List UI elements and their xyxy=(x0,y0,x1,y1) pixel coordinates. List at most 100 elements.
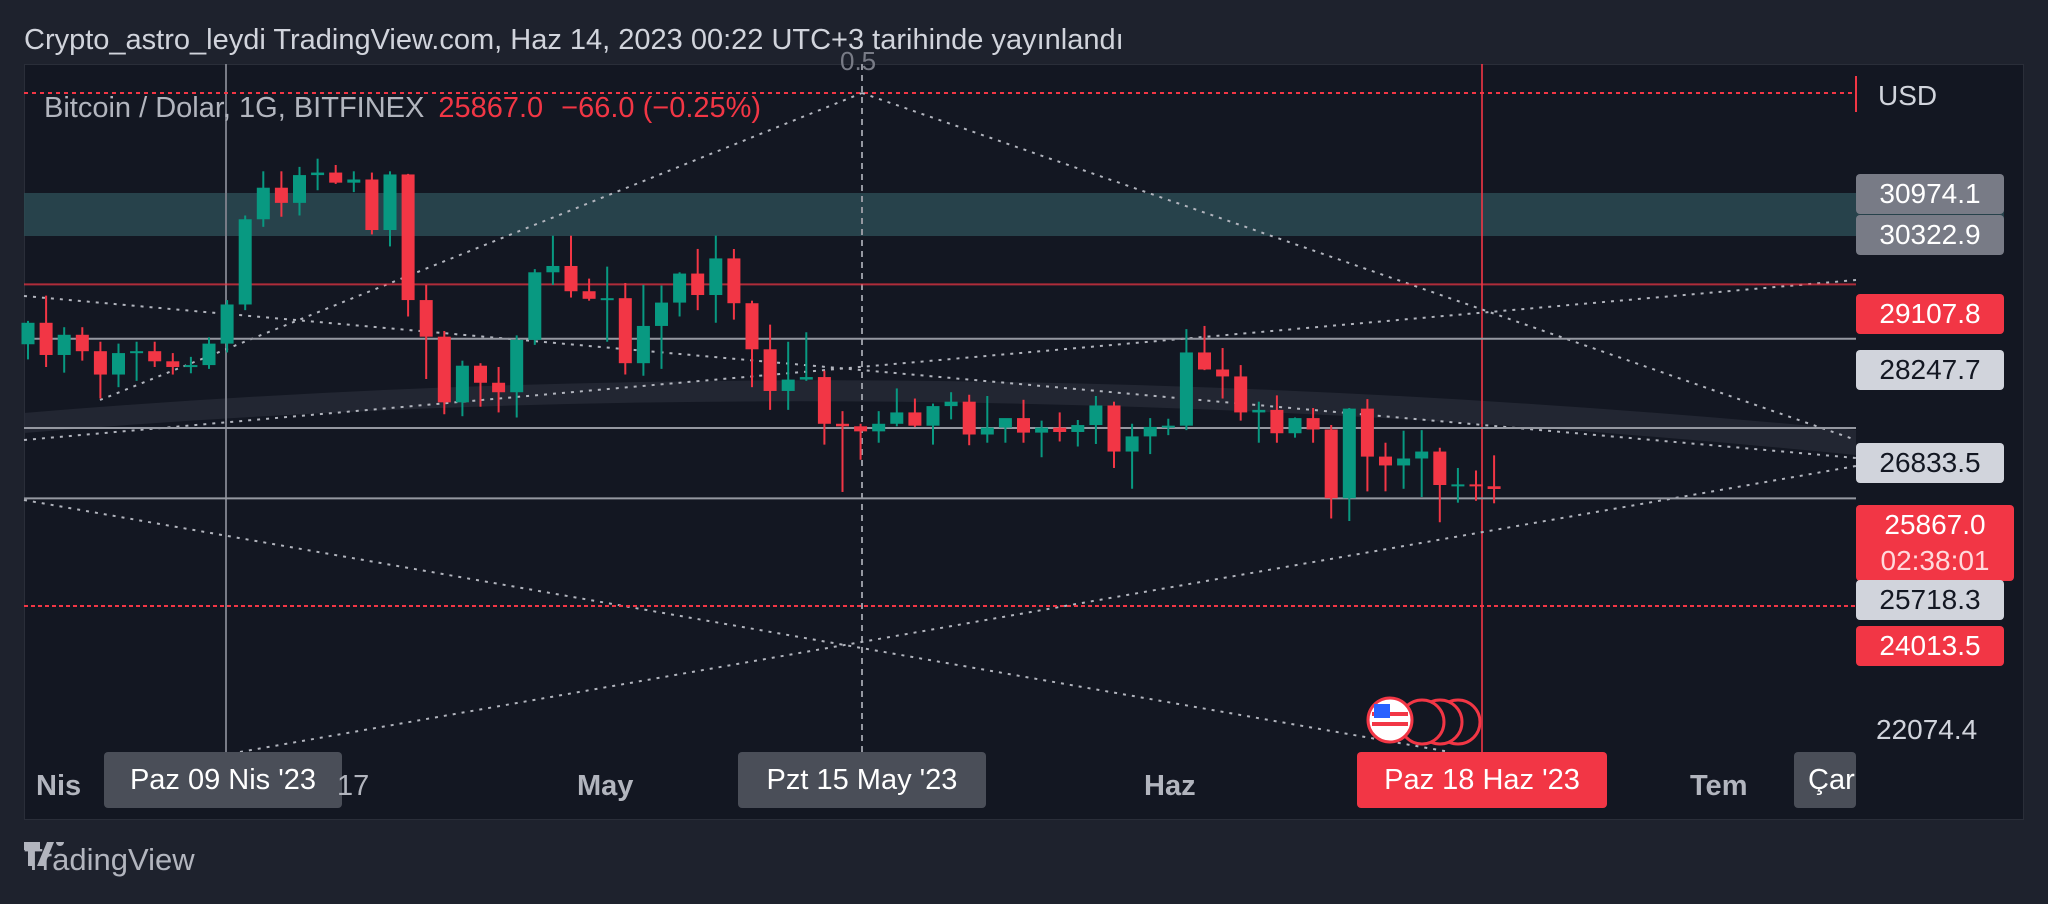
candle xyxy=(75,327,89,361)
resistance-zone xyxy=(24,193,1856,236)
candle xyxy=(763,324,777,410)
candles xyxy=(21,158,1501,523)
tradingview-logo[interactable]: TradingView xyxy=(24,842,195,878)
candle xyxy=(1234,365,1248,421)
candle xyxy=(57,327,71,373)
candle xyxy=(1342,408,1356,521)
candle xyxy=(1433,447,1447,523)
candle xyxy=(636,284,650,376)
event-icons[interactable] xyxy=(1366,696,1482,746)
candle xyxy=(655,285,668,369)
candle xyxy=(1053,412,1067,442)
last-price: 25867.0 xyxy=(438,92,544,124)
price-label-26833: 26833.5 xyxy=(1856,443,2004,483)
candle xyxy=(582,278,596,301)
candle xyxy=(1125,423,1139,489)
candle xyxy=(1198,325,1211,371)
candle xyxy=(1324,425,1338,519)
candle xyxy=(419,284,433,379)
curved-band xyxy=(24,380,1856,455)
candle xyxy=(1270,395,1284,443)
price-label-30322: 30322.9 xyxy=(1856,215,2004,255)
candle-countdown: 02:38:01 xyxy=(1880,545,1990,576)
candle xyxy=(1360,399,1374,492)
date-label-apr: Paz 09 Nis '23 xyxy=(104,752,342,808)
candle xyxy=(437,330,451,415)
y-tick-22074: 22074.4 xyxy=(1876,714,1978,745)
candle xyxy=(347,171,361,193)
candle xyxy=(383,171,397,247)
candle xyxy=(202,337,216,369)
candle xyxy=(908,398,922,427)
candle xyxy=(365,172,379,235)
candle xyxy=(528,269,542,345)
symbol-legend: Bitcoin / Dolar, 1G, BITFINEX 25867.0 −66.… xyxy=(44,92,761,125)
candle xyxy=(1306,408,1320,443)
candle xyxy=(872,411,886,443)
symbol-name: Bitcoin / Dolar, 1G, BITFINEX xyxy=(44,92,425,124)
candle xyxy=(510,335,524,418)
candle xyxy=(1397,430,1411,489)
candle xyxy=(564,235,578,298)
candle xyxy=(311,158,325,191)
candle xyxy=(980,396,994,443)
horizontal-levels xyxy=(24,283,1856,607)
candle xyxy=(1487,455,1501,504)
candle xyxy=(745,300,759,388)
candle xyxy=(691,248,705,311)
current-price-label: 25867.0 02:38:01 xyxy=(1856,505,2014,581)
candle xyxy=(1089,396,1103,444)
candle xyxy=(1415,430,1429,497)
candle xyxy=(293,166,306,216)
x-tick-may: May xyxy=(577,770,634,802)
candle xyxy=(817,370,831,445)
candle xyxy=(130,341,144,381)
candle xyxy=(184,356,198,374)
candle xyxy=(220,300,234,353)
candle xyxy=(1216,348,1230,399)
candle xyxy=(1179,329,1193,431)
x-tick-haz: Haz xyxy=(1144,770,1196,802)
candle xyxy=(944,392,958,420)
candle xyxy=(1451,467,1465,503)
candle xyxy=(112,343,125,388)
candle xyxy=(1143,418,1157,455)
candle xyxy=(1252,401,1266,443)
candle xyxy=(799,332,813,381)
candle xyxy=(1035,420,1049,458)
date-label-may: Pzt 15 May '23 xyxy=(738,752,986,808)
candle xyxy=(93,341,107,399)
candle xyxy=(39,295,53,367)
candle xyxy=(1288,417,1302,438)
x-tick-tem: Tem xyxy=(1690,770,1748,802)
candle xyxy=(474,363,487,407)
candle xyxy=(926,403,940,445)
price-label-24013: 24013.5 xyxy=(1856,626,2004,666)
price-label-25718: 25718.3 xyxy=(1856,580,2004,620)
candle xyxy=(401,173,415,317)
currency-label[interactable]: USD xyxy=(1878,80,1938,111)
date-label-jun: Paz 18 Haz '23 xyxy=(1357,752,1607,808)
candle xyxy=(854,423,868,460)
brand-name: TradingView xyxy=(24,842,195,877)
candle xyxy=(148,341,162,367)
candle xyxy=(21,320,35,360)
price-label-29107: 29107.8 xyxy=(1856,294,2004,334)
candle xyxy=(238,215,252,311)
publish-info: Crypto_astro_leydi TradingView.com, Haz … xyxy=(24,24,1124,56)
candle xyxy=(546,235,560,285)
candle xyxy=(998,418,1012,443)
candle xyxy=(166,353,180,375)
candle xyxy=(600,266,614,342)
candle xyxy=(962,394,976,446)
candle xyxy=(492,366,506,413)
candle xyxy=(836,411,849,492)
candle xyxy=(618,283,632,375)
candle xyxy=(727,248,741,320)
price-change: −66.0 (−0.25%) xyxy=(561,92,762,124)
candle xyxy=(673,272,687,317)
candle xyxy=(1161,418,1175,436)
current-price-value: 25867.0 xyxy=(1884,509,1986,540)
candle xyxy=(256,171,270,227)
candle xyxy=(1469,470,1483,501)
